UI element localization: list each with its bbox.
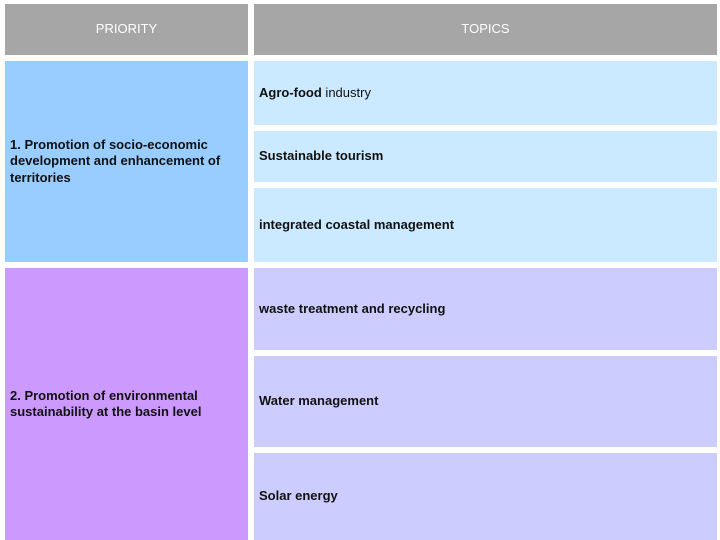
topic-waste-treatment: waste treatment and recycling <box>254 268 717 350</box>
topic-sustainable-tourism: Sustainable tourism <box>254 131 717 182</box>
topic-waste-treatment-label: waste treatment and recycling <box>259 300 446 316</box>
topic-coastal-management: integrated coastal management <box>254 188 717 262</box>
priority-2-cell: 2. Promotion of environmental sustainabi… <box>5 268 248 540</box>
topic-agro-food-bold: Agro-food <box>259 84 322 100</box>
priority-header: PRIORITY <box>5 4 248 55</box>
priority-1-label: 1. Promotion of socio-economic developme… <box>10 136 221 185</box>
priority-header-label: PRIORITY <box>95 21 158 37</box>
topic-solar-energy: Solar energy <box>254 453 717 540</box>
topic-water-management: Water management <box>254 356 717 447</box>
topics-header: TOPICS <box>254 4 717 55</box>
topic-coastal-management-label: integrated coastal management <box>259 216 455 232</box>
topic-agro-food: Agro-food industry <box>254 61 717 125</box>
topic-solar-energy-label: Solar energy <box>259 488 338 504</box>
topic-agro-food-rest: industry <box>321 84 371 100</box>
topic-agro-food-label: Agro-food industry <box>259 85 371 102</box>
priority-2-label: 2. Promotion of environmental sustainabi… <box>10 387 202 420</box>
topic-water-management-label: Water management <box>259 393 379 409</box>
topic-sustainable-tourism-label: Sustainable tourism <box>259 148 384 164</box>
priority-1-cell: 1. Promotion of socio-economic developme… <box>5 61 248 262</box>
topics-header-label: TOPICS <box>461 21 510 37</box>
